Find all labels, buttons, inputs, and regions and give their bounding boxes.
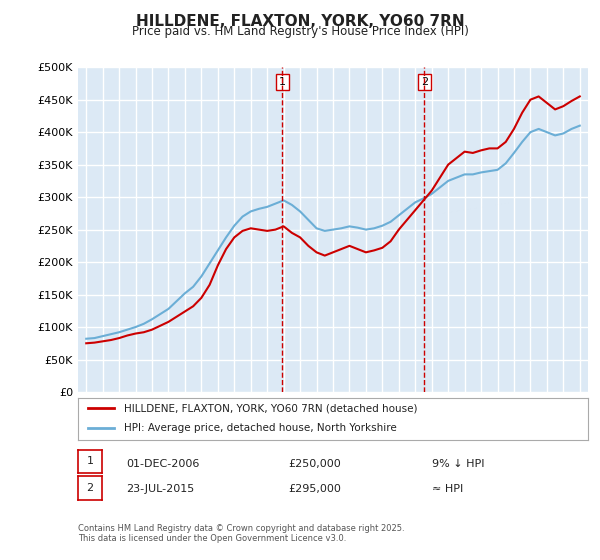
Text: £295,000: £295,000: [288, 484, 341, 494]
Text: 1: 1: [279, 77, 286, 87]
Text: 1: 1: [86, 456, 94, 466]
Text: 2: 2: [86, 483, 94, 493]
Text: HPI: Average price, detached house, North Yorkshire: HPI: Average price, detached house, Nort…: [124, 423, 397, 433]
Text: 9% ↓ HPI: 9% ↓ HPI: [432, 459, 485, 469]
Text: HILLDENE, FLAXTON, YORK, YO60 7RN (detached house): HILLDENE, FLAXTON, YORK, YO60 7RN (detac…: [124, 403, 418, 413]
Text: 01-DEC-2006: 01-DEC-2006: [126, 459, 199, 469]
Text: Price paid vs. HM Land Registry's House Price Index (HPI): Price paid vs. HM Land Registry's House …: [131, 25, 469, 38]
Text: HILLDENE, FLAXTON, YORK, YO60 7RN: HILLDENE, FLAXTON, YORK, YO60 7RN: [136, 14, 464, 29]
Text: 23-JUL-2015: 23-JUL-2015: [126, 484, 194, 494]
Text: 2: 2: [421, 77, 428, 87]
Text: Contains HM Land Registry data © Crown copyright and database right 2025.
This d: Contains HM Land Registry data © Crown c…: [78, 524, 404, 543]
Text: ≈ HPI: ≈ HPI: [432, 484, 463, 494]
Text: £250,000: £250,000: [288, 459, 341, 469]
